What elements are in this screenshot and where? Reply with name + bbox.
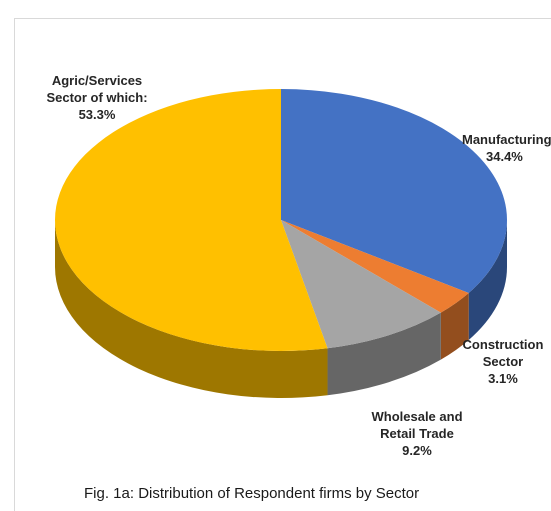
label-agric: Agric/Services Sector of which: 53.3% — [22, 72, 172, 123]
slice-construction-sector — [281, 220, 469, 313]
label-agric-line1: Agric/Services — [51, 73, 143, 88]
label-wholesale: Wholesale and Retail Trade 9.2% — [352, 408, 482, 459]
label-construction: Construction Sector 3.1% — [458, 336, 548, 387]
label-wholesale-line1: Wholesale and — [371, 409, 463, 424]
slice-side-agric-services-sector-of-which — [55, 220, 328, 398]
label-wholesale-line2: Retail Trade — [380, 426, 454, 441]
label-construction-line2: Sector — [482, 354, 524, 369]
label-agric-value: 53.3% — [78, 107, 116, 122]
slice-manufacturing — [281, 89, 507, 293]
pie-slices — [54, 89, 507, 351]
label-manufacturing-value: 34.4% — [486, 149, 523, 164]
label-construction-line1: Construction — [462, 337, 544, 352]
label-construction-value: 3.1% — [488, 371, 518, 386]
slice-agric-services-sector-of-which — [54, 89, 328, 351]
pie-sides — [55, 220, 507, 398]
label-manufacturing-name: Manufacturing — [462, 132, 551, 147]
slice-side-construction-sector — [440, 292, 469, 360]
label-manufacturing: Manufacturing 34.4% — [462, 131, 551, 165]
slice-side-wholesale-and-retail-trade — [327, 312, 441, 396]
slice-wholesale-and-retail-trade — [281, 220, 441, 349]
chart-caption: Fig. 1a: Distribution of Respondent firm… — [84, 485, 420, 502]
chart-frame — [14, 18, 551, 511]
label-agric-line2: Sector of which: — [46, 90, 148, 105]
label-wholesale-value: 9.2% — [402, 443, 432, 458]
slice-side-manufacturing — [468, 220, 507, 340]
